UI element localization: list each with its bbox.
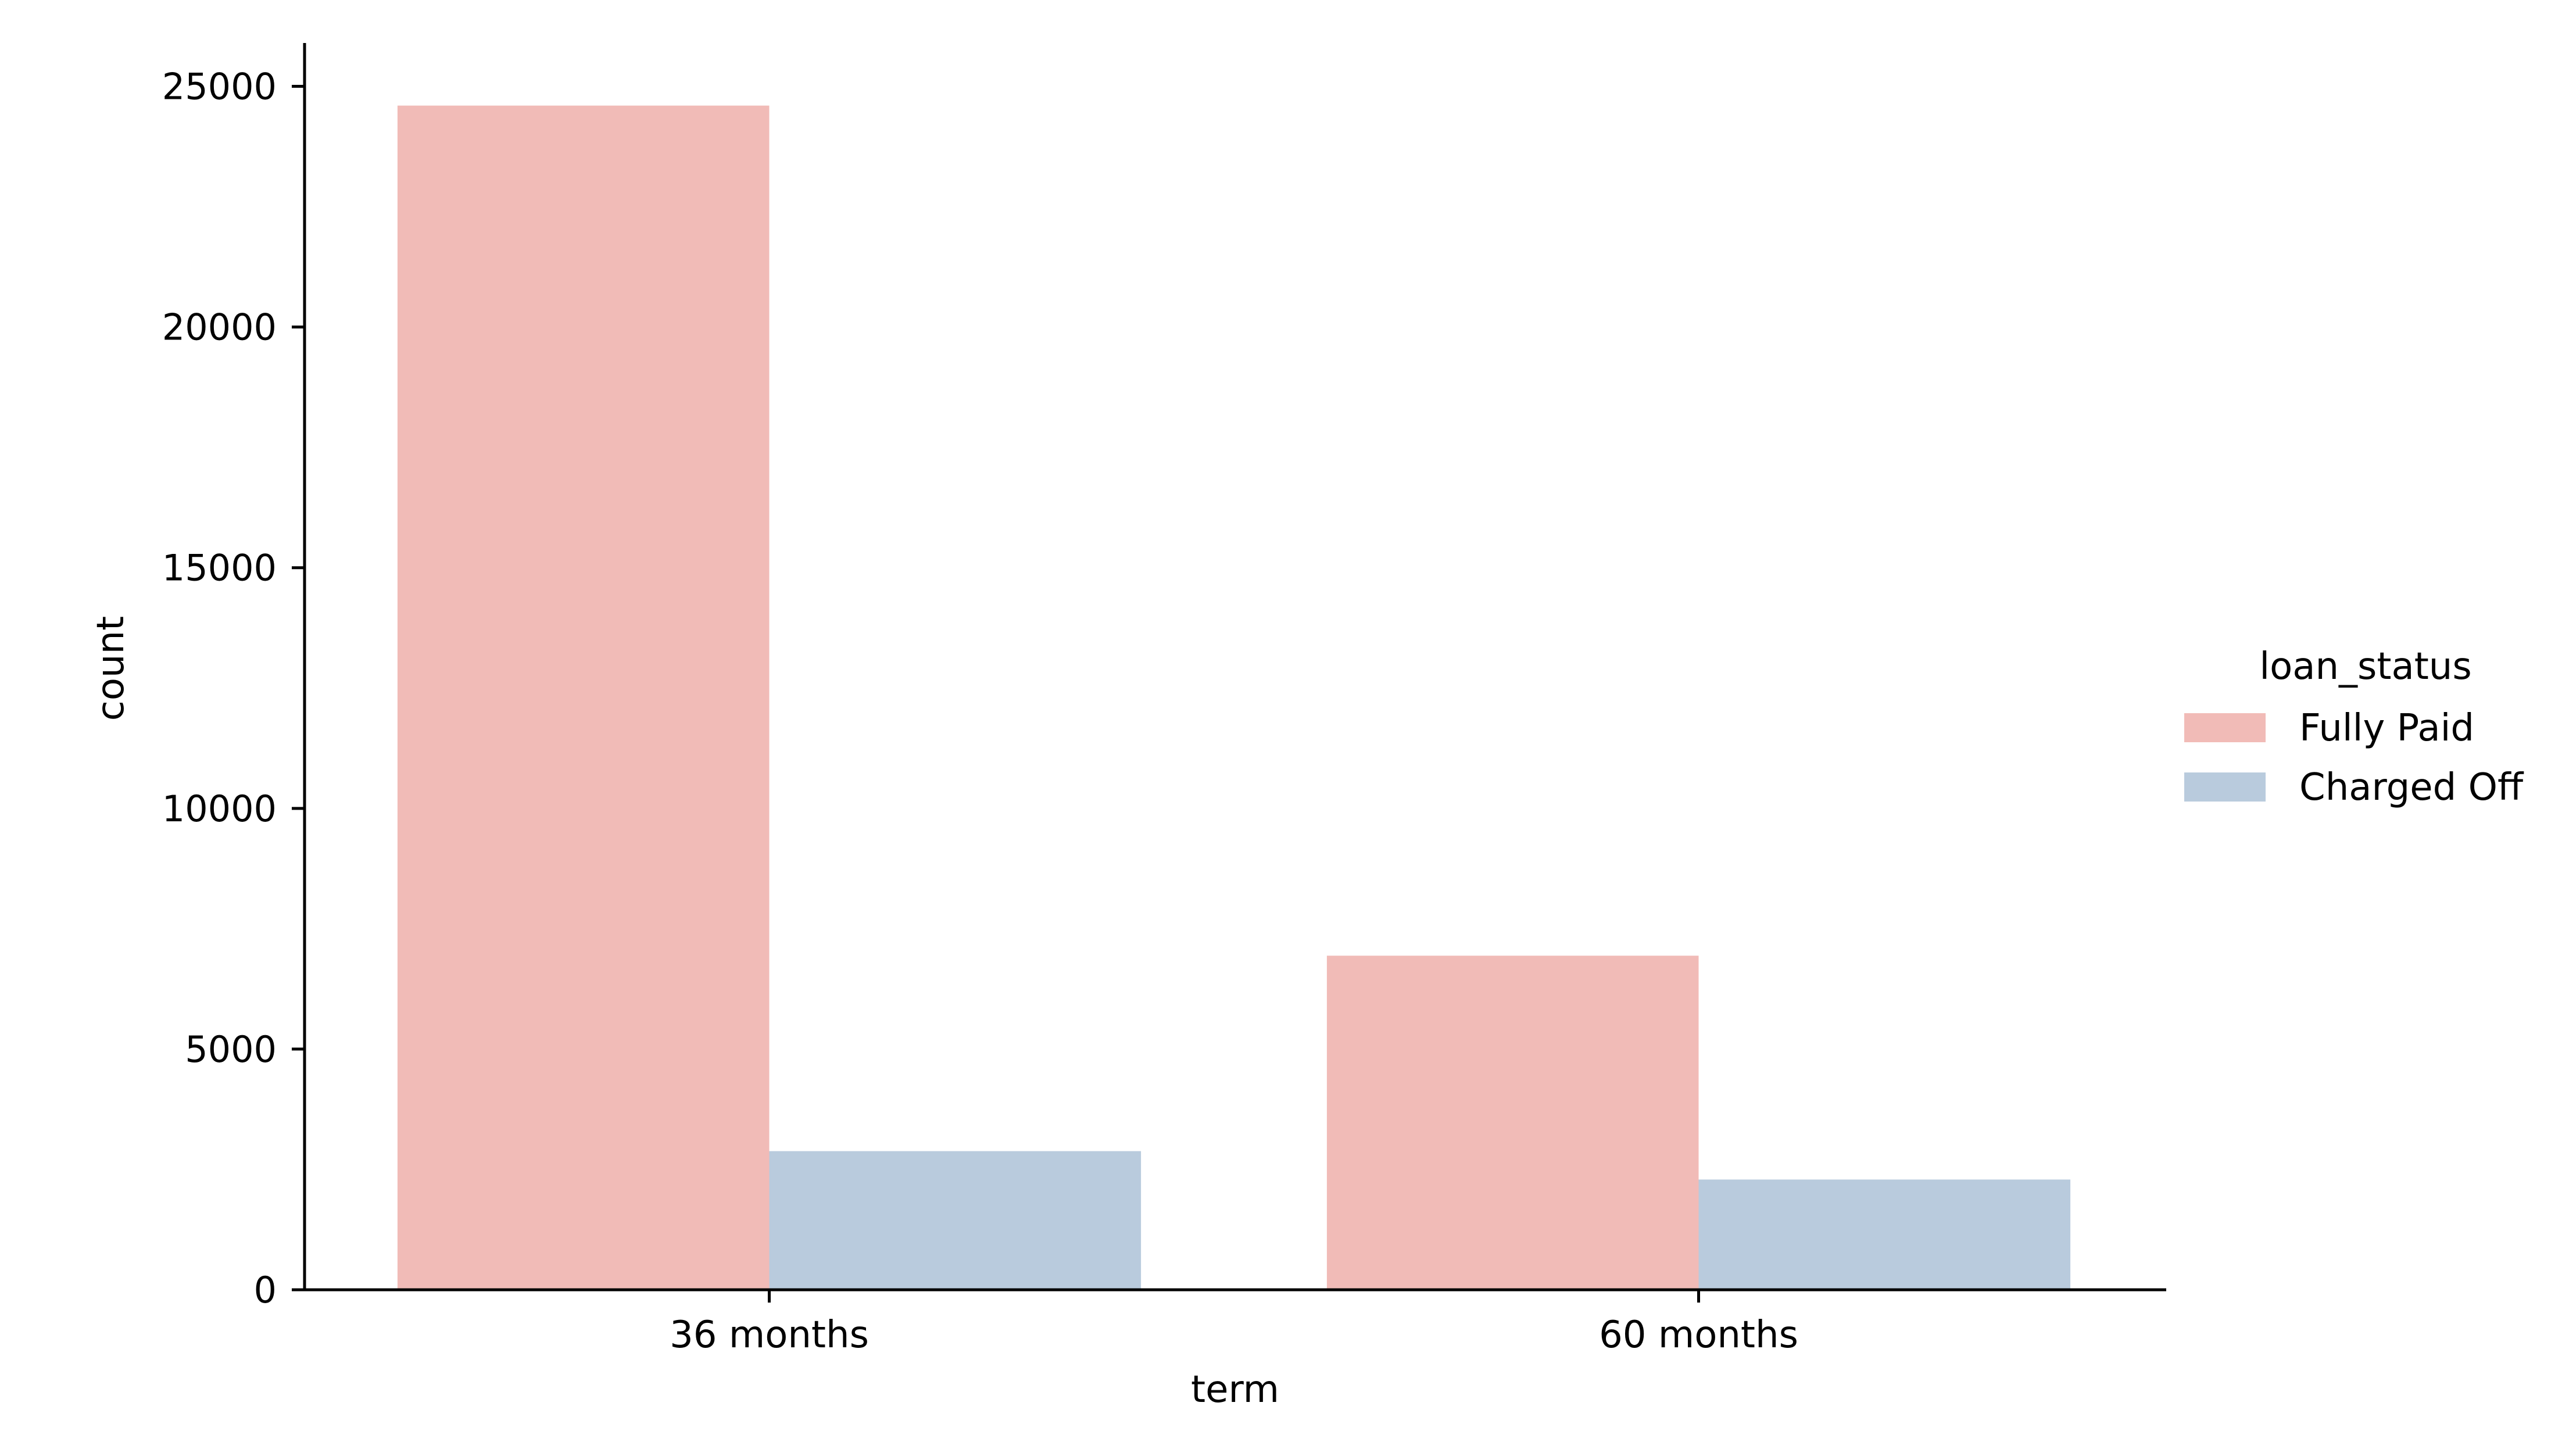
legend-swatch xyxy=(2184,772,2266,802)
legend-swatch xyxy=(2184,713,2266,742)
bar-charged-off-1 xyxy=(769,1151,1142,1290)
bar-fully-paid-2 xyxy=(1326,956,1699,1290)
x-axis-label: term xyxy=(1191,1368,1279,1411)
y-tick-label: 5000 xyxy=(185,1028,277,1071)
y-tick-label: 10000 xyxy=(162,788,277,830)
y-tick-label: 15000 xyxy=(162,547,277,589)
x-tick-label: 36 months xyxy=(670,1314,869,1357)
legend-entry-label: Charged Off xyxy=(2299,766,2524,809)
bar-charged-off-2 xyxy=(1698,1179,2071,1290)
x-ticks-group: 36 months 60 months xyxy=(670,1290,1798,1357)
axes-group xyxy=(303,43,2166,1292)
legend: loan_status Fully Paid Charged Off xyxy=(2184,645,2524,809)
legend-entry-label: Fully Paid xyxy=(2299,707,2474,750)
y-axis-label: count xyxy=(90,616,133,721)
y-tick-label: 25000 xyxy=(162,66,277,108)
x-tick-label: 60 months xyxy=(1599,1314,1798,1357)
bar-fully-paid-1 xyxy=(397,105,770,1290)
y-tick-label: 20000 xyxy=(162,306,277,349)
legend-title: loan_status xyxy=(2259,645,2471,688)
y-tick-label: 0 xyxy=(254,1269,277,1311)
y-ticks-group: 0 5000 10000 15000 20000 25000 xyxy=(162,66,305,1311)
bars-group xyxy=(397,105,2071,1290)
